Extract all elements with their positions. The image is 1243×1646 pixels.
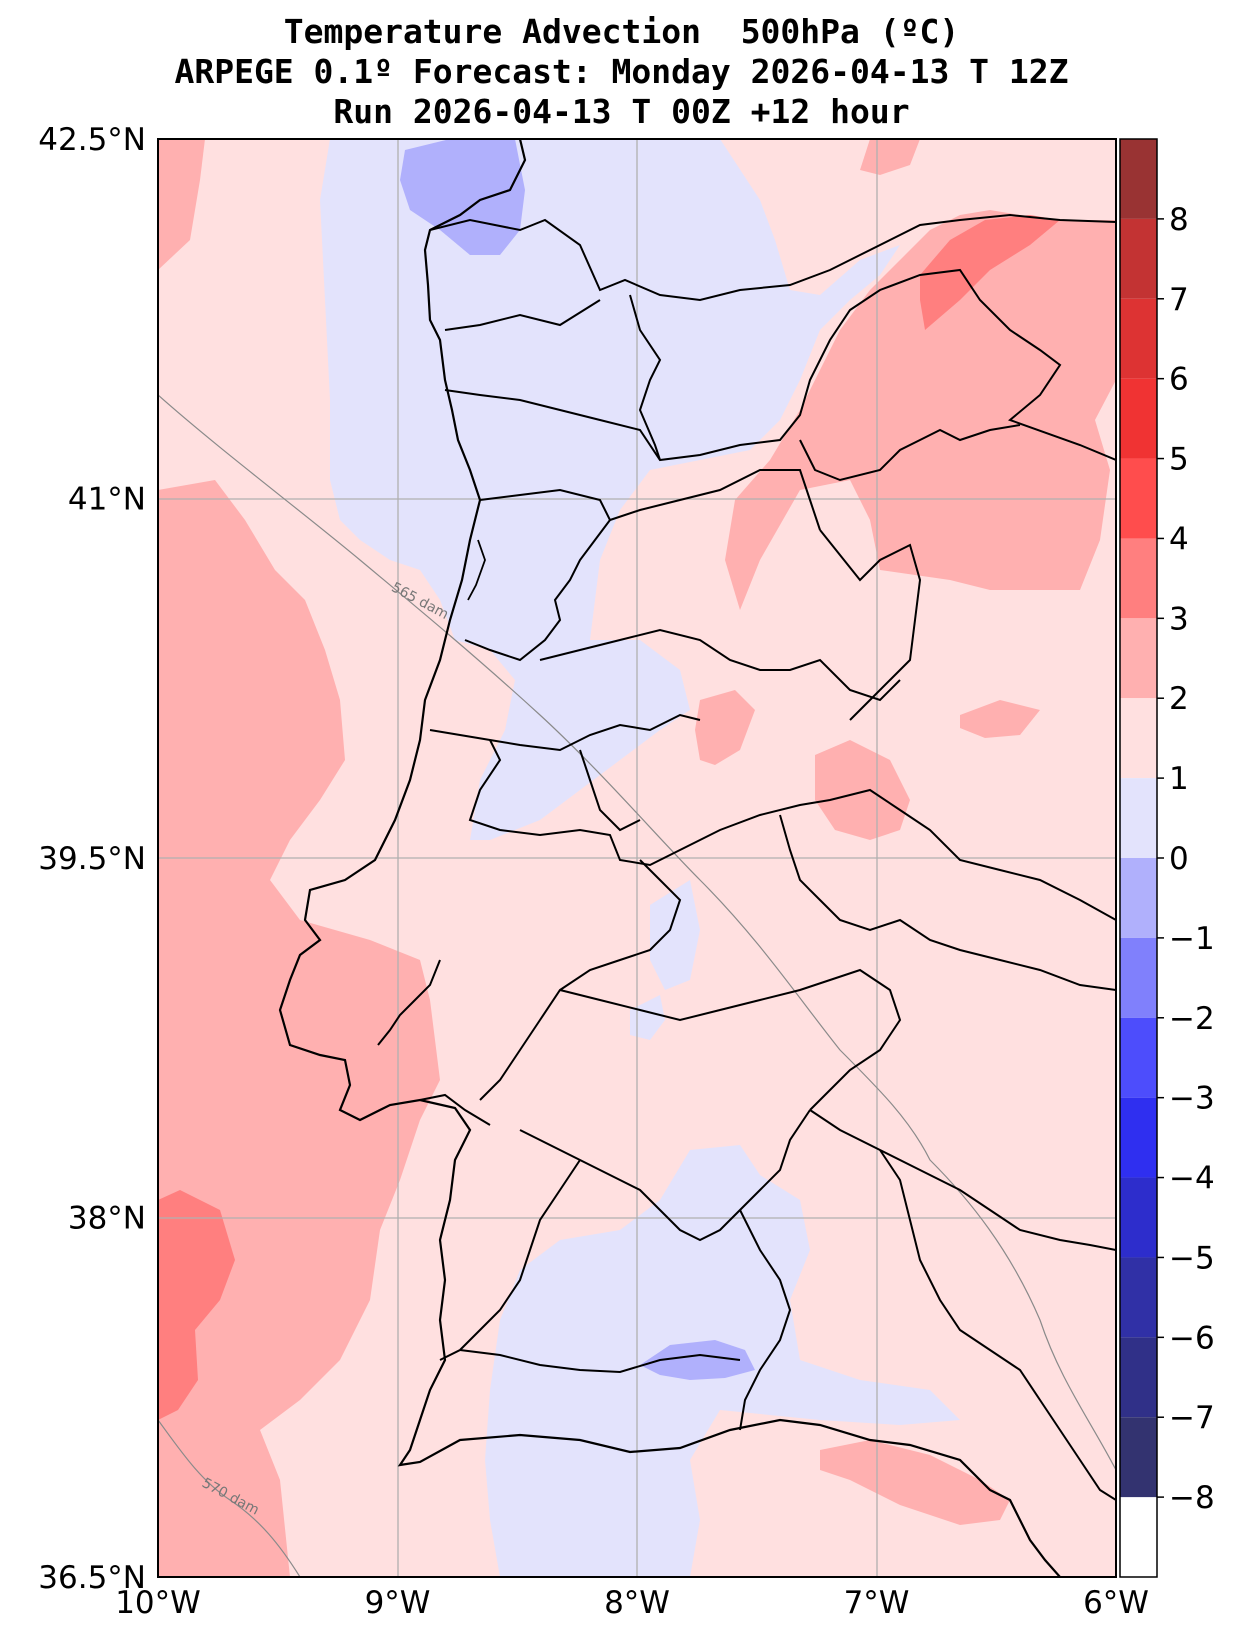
- colorbar-tick-label: 0: [1169, 841, 1189, 877]
- advection-fill-1-2-northeast-patch: [860, 139, 920, 175]
- colorbar-tick-label: −2: [1169, 1001, 1215, 1037]
- colorbar-tick-label: −3: [1169, 1081, 1215, 1117]
- advection-fill-1-2-west: [158, 480, 440, 1577]
- advection-fill-1-2-east: [960, 700, 1040, 738]
- coastline-tagus-estuary: [377, 959, 441, 1046]
- map-gridlines: [158, 139, 1116, 1577]
- colorbar: 8 7 6 5 4 3 2 1 0 −1 −2 −3 −4 −5 −6 −7 −8: [1119, 138, 1215, 1578]
- colorbar-tick-label: 5: [1169, 442, 1189, 478]
- x-tick-label: 6°W: [1083, 1585, 1149, 1621]
- advection-fill-neg1-0-north: [320, 139, 900, 840]
- advection-fill-neg1-0-central: [650, 880, 700, 990]
- advection-fill-neg2-neg1-north: [400, 139, 525, 255]
- title-line-1: Temperature Advection 500hPa (ºC): [283, 12, 960, 51]
- colorbar-band: [1120, 1417, 1157, 1498]
- map-panel: 565 dam 570 dam: [158, 139, 1116, 1577]
- colorbar-band: [1120, 218, 1157, 299]
- colorbar-tick-label: 4: [1169, 521, 1189, 557]
- colorbar-tick-label: −5: [1169, 1240, 1215, 1276]
- x-tick-label: 8°W: [604, 1585, 670, 1621]
- geopotential-contour-565: [158, 394, 1116, 1471]
- title-line-2: ARPEGE 0.1º Forecast: Monday 2026-04-13 …: [174, 52, 1069, 91]
- advection-fill-1-2-corner: [158, 139, 205, 270]
- colorbar-tick-label: 7: [1169, 282, 1189, 318]
- colorbar-tick-label: 2: [1169, 681, 1189, 717]
- advection-fill-1-2-central-b: [815, 740, 910, 840]
- colorbar-tick-label: 6: [1169, 362, 1189, 398]
- colorbar-band: [1120, 778, 1157, 858]
- x-tick-label: 9°W: [365, 1585, 431, 1621]
- y-tick-label: 39.5°N: [38, 841, 146, 877]
- colorbar-band: [1120, 937, 1157, 1018]
- colorbar-band: [1120, 618, 1157, 699]
- y-tick-label: 38°N: [68, 1201, 146, 1237]
- advection-fill-neg2-neg1-south: [640, 1340, 755, 1380]
- geopotential-contour-570: [158, 1419, 301, 1577]
- colorbar-band: [1120, 1017, 1157, 1098]
- colorbar-tick-label: −1: [1169, 921, 1215, 957]
- colorbar-tick-label: −6: [1169, 1320, 1215, 1356]
- y-axis-ticks: 42.5°N 41°N 39.5°N 38°N 36.5°N: [38, 122, 146, 1596]
- x-axis-ticks: 10°W 9°W 8°W 7°W 6°W: [115, 1585, 1149, 1621]
- colorbar-band: [1120, 378, 1157, 459]
- colorbar-band: [1120, 458, 1157, 539]
- colorbar-band: [1120, 698, 1157, 779]
- colorbar-band: [1120, 139, 1157, 219]
- colorbar-tick-label: 3: [1169, 601, 1189, 637]
- colorbar-band: [1120, 538, 1157, 619]
- advection-fill-2-3-southwest: [158, 1190, 235, 1420]
- advection-fill-2-3-northeast: [920, 215, 1060, 330]
- colorbar-tick-label: 8: [1169, 202, 1189, 238]
- colorbar-tick-label: 1: [1169, 761, 1189, 797]
- colorbar-tick-label: −4: [1169, 1161, 1215, 1197]
- x-tick-label: 7°W: [844, 1585, 910, 1621]
- colorbar-tick-label: −7: [1169, 1400, 1215, 1436]
- coastline: [278, 139, 1061, 1577]
- colorbar-band: [1120, 298, 1157, 379]
- colorbar-band: [1120, 1177, 1157, 1258]
- title-line-3: Run 2026-04-13 T 00Z +12 hour: [333, 92, 910, 131]
- y-tick-label: 41°N: [68, 482, 146, 518]
- x-tick-label: 10°W: [115, 1585, 201, 1621]
- district-boundaries: [429, 213, 1116, 1501]
- colorbar-band: [1120, 1257, 1157, 1338]
- colorbar-band: [1120, 858, 1157, 938]
- y-tick-label: 42.5°N: [38, 122, 146, 158]
- advection-fill-1-2-northeast: [725, 139, 1116, 610]
- colorbar-band: [1120, 1097, 1157, 1178]
- y-tick-label: 36.5°N: [38, 1560, 146, 1596]
- advection-fill-1-2-southeast: [820, 1440, 1010, 1525]
- colorbar-tick-label: −8: [1169, 1480, 1215, 1516]
- colorbar-band: [1120, 1337, 1157, 1418]
- coastline-sado-estuary: [419, 1093, 491, 1126]
- advection-fill-1-2-central-a: [695, 690, 755, 765]
- map-title: Temperature Advection 500hPa (ºC) ARPEGE…: [0, 12, 1243, 132]
- advection-fill-neg1-0-central-b: [630, 995, 665, 1040]
- coastline-aveiro-lagoon: [467, 539, 486, 601]
- map-frame: [157, 138, 1117, 1578]
